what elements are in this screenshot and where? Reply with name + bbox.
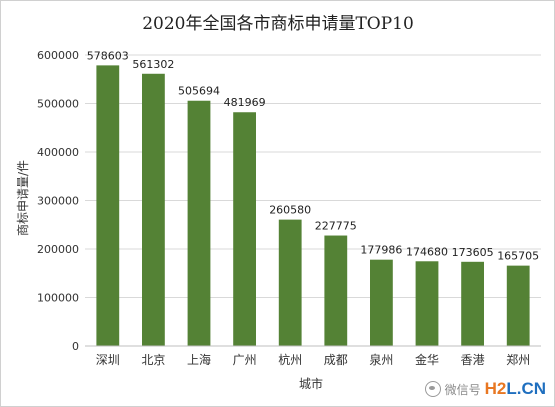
x-axis-label: 城市 [299,376,323,391]
bar-9 [506,265,530,346]
y-tick-label: 100000 [37,292,79,305]
data-label-1: 561302 [132,58,174,71]
x-tick-label-9: 郑州 [506,352,530,367]
x-axis-ticks: 深圳 北京 上海 广州 杭州 成都 泉州 金华 香港 郑州 [96,352,530,367]
data-label-9: 165705 [497,250,539,263]
x-tick-label-8: 香港 [461,353,485,367]
bar-7 [415,261,439,346]
x-tick-label-5: 成都 [324,353,348,367]
bar-1 [142,73,165,347]
data-label-4: 260580 [269,204,311,217]
x-tick-label-3: 广州 [233,353,257,367]
data-label-5: 227775 [315,220,357,233]
data-label-6: 177986 [360,244,402,257]
x-tick-label-1: 北京 [141,353,165,367]
y-axis-label: 商标申请量/件 [15,160,30,236]
x-tick-label-6: 泉州 [369,353,393,367]
bar-2 [187,100,211,347]
data-label-7: 174680 [406,245,448,258]
x-tick-label-2: 上海 [187,352,211,367]
data-label-2: 505694 [178,85,220,98]
y-tick-label: 0 [72,340,79,353]
data-label-0: 578603 [87,49,129,62]
chart-title: 2020年全国各市商标申请量TOP10 [142,14,414,34]
bars [96,65,530,347]
y-tick-label: 300000 [37,195,79,208]
y-axis-ticks: 0 100000 200000 300000 400000 500000 600000 [37,49,79,353]
watermark-text: 微信号 [444,382,481,397]
bar-4 [278,219,302,346]
y-tick-label: 400000 [37,146,79,159]
bar-0 [96,65,120,346]
x-tick-label-0: 深圳 [96,353,120,367]
bar-5 [324,235,348,346]
y-tick-label: 500000 [37,98,79,111]
bar-8 [461,261,484,346]
wechat-icon [424,381,441,397]
x-tick-label-4: 杭州 [278,352,302,367]
data-label-3: 481969 [224,96,266,109]
bar-6 [370,259,393,346]
watermark: 微信号 H2L.CN [424,378,546,400]
y-tick-label: 200000 [37,243,79,256]
site-logo: H2L.CN [484,379,546,398]
y-tick-label: 600000 [37,49,79,62]
data-label-8: 173605 [452,246,494,259]
x-tick-label-7: 金华 [415,352,439,367]
bar-3 [233,112,256,347]
